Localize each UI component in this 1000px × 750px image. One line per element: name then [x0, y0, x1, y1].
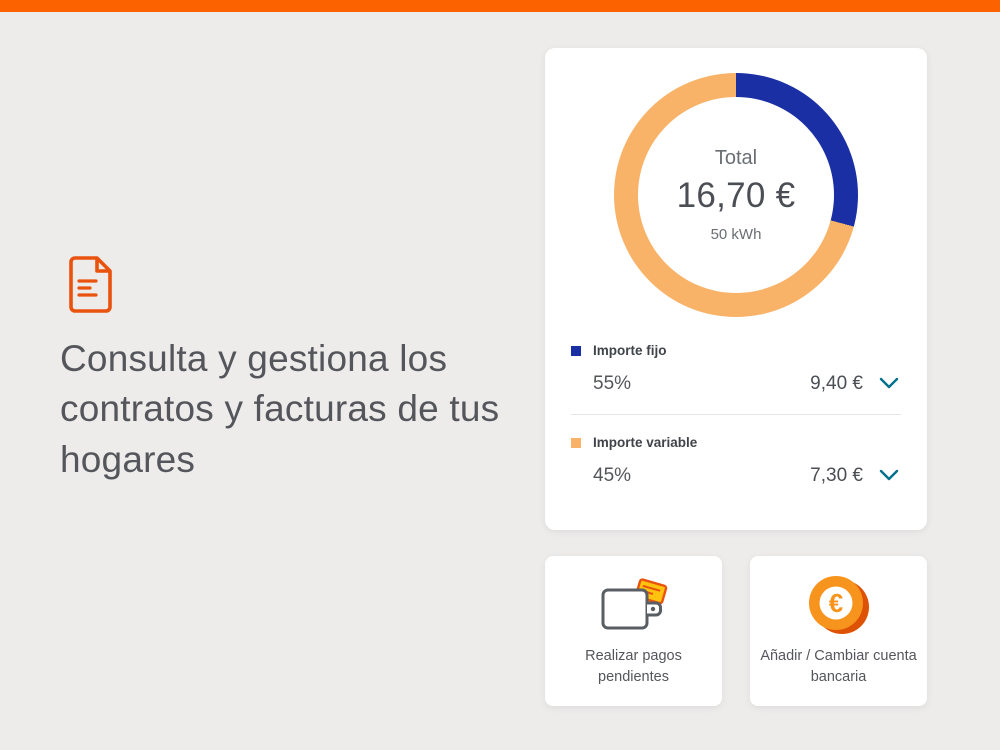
- change-bank-account-label: Añadir / Cambiar cuenta bancaria: [760, 648, 917, 685]
- variable-swatch: [571, 437, 581, 448]
- legend: Importe fijo 55% 9,40 € Importe variable: [545, 317, 927, 487]
- variable-label: Importe variable: [593, 435, 698, 450]
- fijo-label: Importe fijo: [593, 343, 667, 358]
- fijo-percent: 55%: [593, 373, 632, 394]
- total-value: 16,70 €: [676, 176, 796, 215]
- fijo-expand-button[interactable]: [877, 375, 901, 394]
- fijo-amount: 9,40 €: [810, 373, 863, 394]
- document-icon: [62, 254, 118, 314]
- donut-center: Total 16,70 € 50 kWh: [638, 97, 834, 293]
- variable-expand-button[interactable]: [877, 467, 901, 486]
- fijo-swatch: [571, 345, 581, 356]
- chevron-down-icon: [879, 469, 899, 484]
- pay-pending-card[interactable]: Realizar pagos pendientes: [545, 556, 722, 706]
- donut-chart: Total 16,70 € 50 kWh: [614, 73, 858, 317]
- total-consumption: 50 kWh: [710, 226, 762, 243]
- svg-text:€: €: [828, 588, 842, 618]
- wallet-icon: [598, 574, 670, 636]
- legend-row-fijo: Importe fijo 55% 9,40 €: [571, 343, 901, 395]
- legend-row-variable: Importe variable 45% 7,30 €: [571, 435, 901, 487]
- legend-divider: [571, 414, 901, 415]
- variable-amount: 7,30 €: [810, 465, 863, 486]
- top-accent-bar: [0, 0, 1000, 12]
- variable-percent: 45%: [593, 465, 632, 486]
- chevron-down-icon: [879, 377, 899, 392]
- pay-pending-label: Realizar pagos pendientes: [585, 648, 682, 685]
- total-label: Total: [714, 147, 758, 169]
- change-bank-account-card[interactable]: € Añadir / Cambiar cuenta bancaria: [750, 556, 927, 706]
- invoice-summary-card: Total 16,70 € 50 kWh Importe fijo 55% 9,…: [545, 48, 927, 530]
- page-title: Consulta y gestiona los contratos y fact…: [60, 338, 500, 480]
- euro-coin-icon: €: [806, 574, 872, 636]
